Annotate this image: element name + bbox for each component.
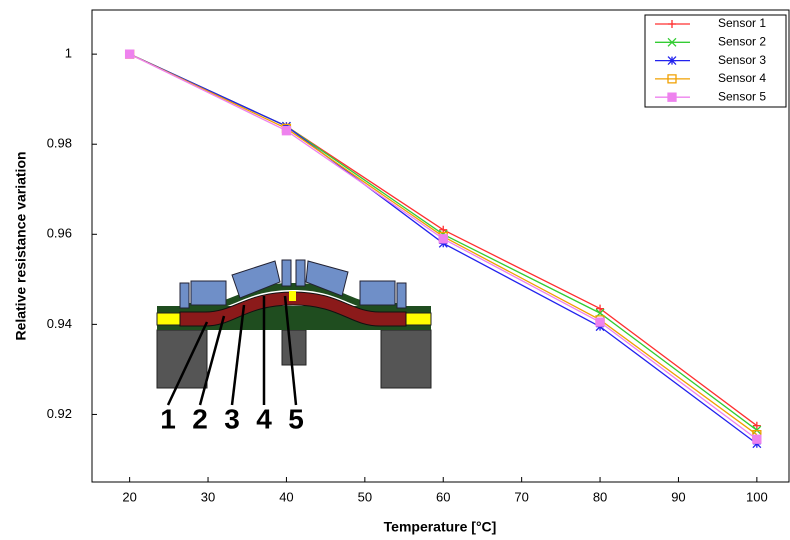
y-axis-label: Relative resistance variation — [13, 151, 29, 340]
legend-marker — [668, 20, 676, 28]
annotation: 3 — [224, 403, 240, 434]
y-tick-label: 0.98 — [47, 136, 72, 151]
annotation: 2 — [192, 403, 208, 434]
annotation: 1 — [160, 403, 176, 434]
legend-label: Sensor 3 — [718, 53, 766, 67]
marker — [438, 234, 448, 244]
marker — [281, 126, 292, 136]
annotation: 5 — [288, 403, 304, 434]
x-tick-label: 60 — [436, 489, 450, 504]
y-tick-label: 0.92 — [47, 406, 72, 421]
inset-diagram — [156, 259, 432, 406]
y-tick-label: 1 — [65, 46, 72, 61]
x-tick-label: 80 — [593, 489, 607, 504]
legend-label: Sensor 1 — [718, 16, 766, 30]
legend-label: Sensor 2 — [718, 34, 766, 48]
x-tick-label: 30 — [201, 489, 215, 504]
x-tick-label: 90 — [671, 489, 685, 504]
marker — [124, 49, 135, 59]
legend-marker — [667, 56, 677, 66]
legend-marker — [667, 92, 677, 102]
marker — [596, 304, 605, 313]
marker — [595, 317, 605, 327]
legend-marker — [667, 37, 677, 47]
y-tick-label: 0.94 — [47, 316, 72, 331]
x-tick-label: 70 — [514, 489, 528, 504]
legend-marker — [667, 74, 677, 84]
x-axis-label: Temperature [°C] — [384, 519, 497, 535]
marker — [752, 434, 762, 444]
x-tick-label: 20 — [122, 489, 136, 504]
annotation: 4 — [256, 403, 272, 434]
x-tick-label: 100 — [746, 489, 768, 504]
x-tick-label: 40 — [279, 489, 293, 504]
y-tick-label: 0.96 — [47, 226, 72, 241]
marker — [752, 421, 761, 430]
x-tick-label: 50 — [358, 489, 372, 504]
legend-label: Sensor 4 — [718, 71, 766, 85]
legend-label: Sensor 5 — [718, 89, 766, 103]
